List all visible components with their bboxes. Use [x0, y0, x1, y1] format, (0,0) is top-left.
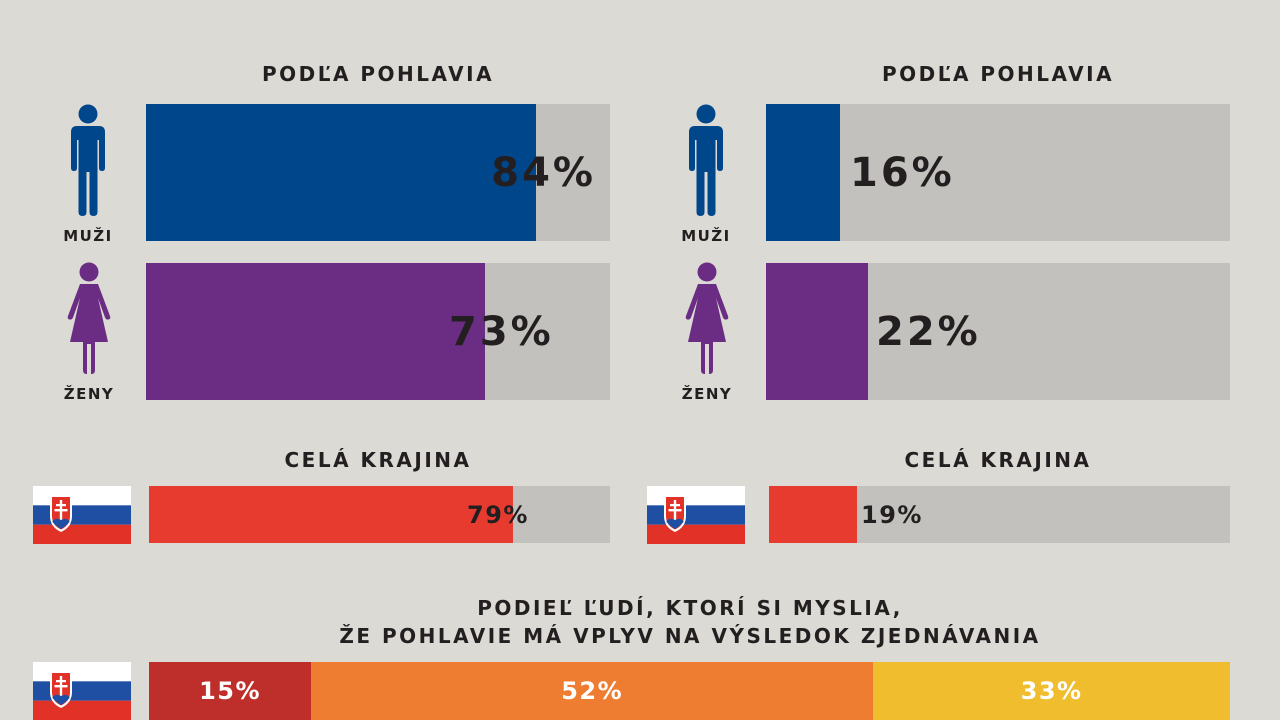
stacked-segment-2: [311, 662, 874, 720]
right-country-track: 19%: [769, 486, 1230, 543]
female-person-icon: [682, 262, 732, 374]
right-male-bar: [766, 104, 841, 241]
right-female-value: 22%: [876, 308, 981, 355]
left-female-value: 73%: [449, 308, 554, 355]
right-male-label: MUŽI: [681, 227, 731, 245]
stacked-label-3: 33%: [1020, 677, 1083, 705]
bottom-title-line2: ŽE POHLAVIE MÁ VPLYV NA VÝSLEDOK ZJEDNÁV…: [339, 624, 1041, 648]
left-country-bar: [149, 486, 514, 543]
female-person-icon: [64, 262, 114, 374]
left-female-bar: [146, 263, 485, 400]
right-country-value: 19%: [861, 500, 923, 529]
left-female-label: ŽENY: [63, 385, 115, 403]
left-country-track: 79%: [149, 486, 610, 543]
stacked-segment-3: [873, 662, 1230, 720]
right-female-label: ŽENY: [681, 385, 733, 403]
right-country-heading: CELÁ KRAJINA: [904, 448, 1092, 472]
stacked-label-2: 52%: [561, 677, 624, 705]
left-male-label: MUŽI: [63, 227, 113, 245]
right-gender-heading: PODĽA POHLAVIA: [881, 62, 1115, 86]
right-female-bar: [766, 263, 869, 400]
slovakia-flag-icon: [33, 486, 131, 544]
slovakia-flag-icon: [647, 486, 745, 544]
left-female-track: 73%: [146, 263, 610, 400]
right-male-value: 16%: [850, 149, 955, 196]
stacked-bar: 15% 52% 33%: [149, 662, 1230, 720]
left-male-track: 84%: [146, 104, 610, 241]
left-male-bar: [146, 104, 536, 241]
right-country-bar: [769, 486, 857, 543]
bottom-title-line1: PODIEĽ ĽUDÍ, KTORÍ SI MYSLIA,: [477, 596, 903, 620]
male-person-icon: [686, 104, 726, 216]
right-male-track: 16%: [766, 104, 1230, 241]
stacked-label-1: 15%: [199, 677, 262, 705]
left-male-value: 84%: [491, 149, 596, 196]
right-female-track: 22%: [766, 263, 1230, 400]
stacked-segment-1: [149, 662, 312, 720]
slovakia-flag-icon: [33, 662, 131, 720]
male-person-icon: [68, 104, 108, 216]
left-gender-heading: PODĽA POHLAVIA: [261, 62, 495, 86]
left-country-heading: CELÁ KRAJINA: [284, 448, 472, 472]
left-country-value: 79%: [467, 500, 529, 529]
